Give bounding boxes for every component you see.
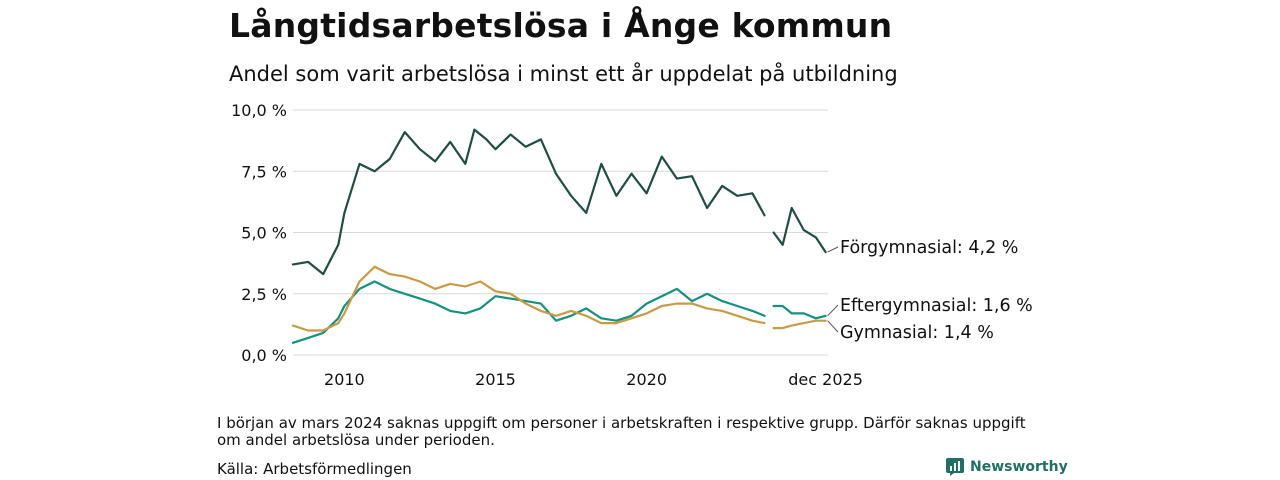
chart-subtitle: Andel som varit arbetslösa i minst ett å… — [229, 62, 898, 86]
x-tick-label: 2020 — [626, 370, 667, 389]
series-end-label: Eftergymnasial: 1,6 % — [840, 296, 1033, 316]
y-tick-label: 7,5 % — [241, 162, 287, 181]
series-line-gymnasial — [291, 265, 766, 332]
footnote: I början av mars 2024 saknas uppgift om … — [217, 414, 1026, 449]
y-tick-label: 10,0 % — [231, 101, 287, 120]
y-tick-label: 2,5 % — [241, 285, 287, 304]
series-line-gymnasial — [772, 319, 827, 330]
line-chart: 0,0 % 2,5 % 5,0 % 7,5 % 10,0 % 2010 2015 2020 de… — [231, 101, 1033, 389]
brand-name: Newsworthy — [970, 459, 1068, 475]
series-line-förgymnasial — [291, 128, 766, 276]
newsworthy-icon — [946, 458, 964, 476]
x-tick-label: 2015 — [475, 370, 516, 389]
grid-layer: 0,0 % 2,5 % 5,0 % 7,5 % 10,0 % 2010 2015 2020 de… — [231, 101, 863, 389]
series-layer — [291, 128, 827, 344]
chart-title: Långtidsarbetslösa i Ånge kommun — [229, 6, 893, 45]
series-line-eftergymnasial — [291, 280, 766, 344]
x-tick-label: dec 2025 — [788, 370, 863, 389]
y-tick-label: 0,0 % — [241, 346, 287, 365]
label-leader — [827, 304, 839, 317]
series-end-label: Förgymnasial: 4,2 % — [840, 238, 1018, 258]
series-end-label: Gymnasial: 1,4 % — [840, 323, 994, 343]
y-tick-label: 5,0 % — [241, 224, 287, 243]
series-line-förgymnasial — [772, 206, 827, 254]
label-layer: Förgymnasial: 4,2 % Eftergymnasial: 1,6 %… — [827, 238, 1033, 343]
brand-logo: Newsworthy — [946, 458, 1068, 476]
label-leader — [827, 246, 839, 253]
series-line-eftergymnasial — [772, 304, 827, 320]
label-leader — [827, 320, 839, 333]
x-tick-label: 2010 — [324, 370, 365, 389]
source-text: Källa: Arbetsförmedlingen — [217, 460, 412, 478]
